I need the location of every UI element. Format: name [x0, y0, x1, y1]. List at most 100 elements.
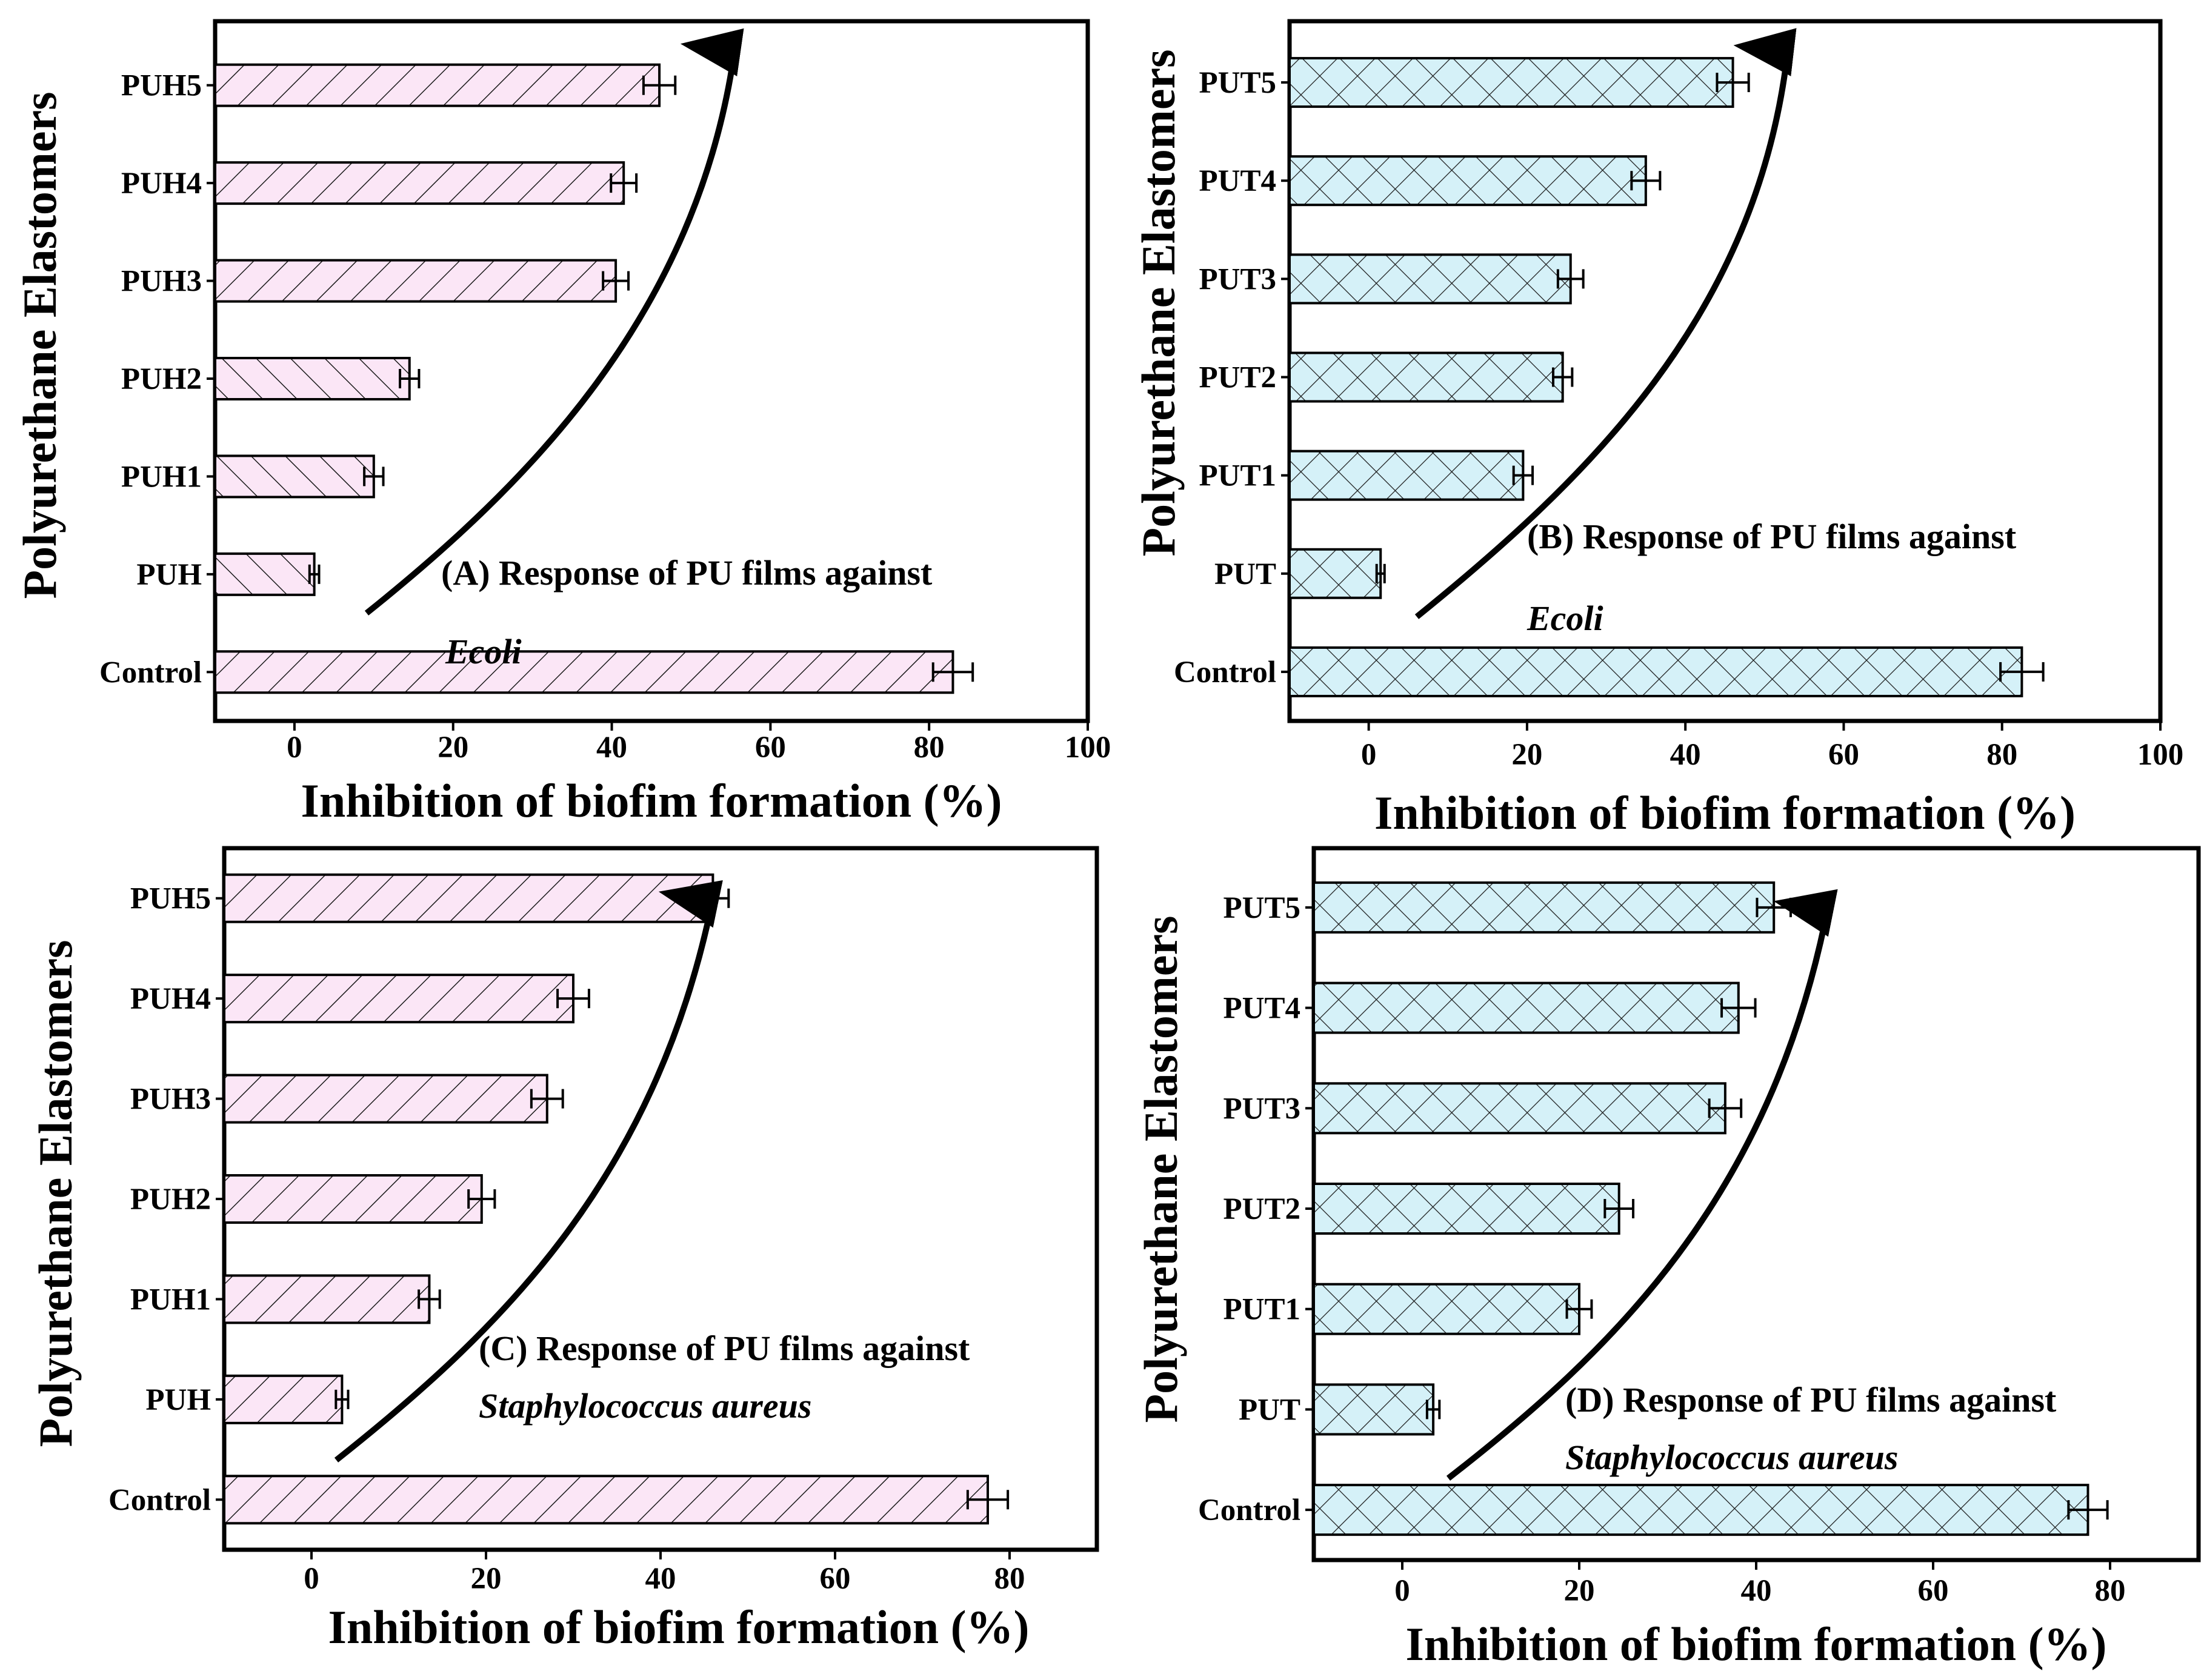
- bar-d-put2: [1313, 1183, 1620, 1235]
- x-tick-label-c-4: 80: [994, 1562, 1025, 1596]
- category-label-d-5: PUT4: [1224, 992, 1301, 1026]
- x-tick-label-d-0: 0: [1394, 1574, 1410, 1608]
- bar-d-control: [1313, 1484, 2089, 1536]
- x-axis-title-a: Inhibition of biofim formation (%): [301, 774, 1002, 827]
- x-tick-label-d-2: 40: [1741, 1574, 1772, 1608]
- chart-panel-a: Control PUH PUH1 PUH2 PUH3 PUH4 PUH5 0 20 40 60 80 1…: [13, 19, 1111, 827]
- bar-d-put1: [1313, 1283, 1580, 1335]
- x-tick-label-c-2: 40: [645, 1562, 676, 1596]
- category-label-b-1: PUT: [1214, 557, 1276, 591]
- category-label-b-6: PUT5: [1199, 66, 1277, 100]
- category-label-b-3: PUT2: [1199, 361, 1277, 395]
- trend-arrow-d: [1446, 889, 1838, 1481]
- category-label-d-3: PUT2: [1224, 1192, 1301, 1226]
- y-axis-title-d: Polyurethane Elastomers: [1134, 916, 1187, 1423]
- annotation-organism-c: Staphylococcus aureus: [479, 1386, 811, 1426]
- category-label-c-1: PUH: [145, 1383, 211, 1417]
- bar-b-put5: [1288, 57, 1734, 108]
- bar-b-put2: [1288, 351, 1564, 403]
- x-tick-label-b-2: 40: [1670, 738, 1701, 772]
- bar-c-puh5: [223, 873, 714, 923]
- bar-b-put3: [1288, 253, 1572, 305]
- category-label-a-4: PUH3: [121, 265, 202, 299]
- x-tick-label-b-4: 80: [1986, 738, 2017, 772]
- bar-a-puh5: [214, 63, 661, 107]
- x-axis-title-b: Inhibition of biofim formation (%): [1374, 786, 2076, 839]
- bar-b-control: [1288, 646, 2023, 697]
- annotation-organism-b: Ecoli: [1526, 599, 1603, 638]
- bar-d-put3: [1313, 1082, 1726, 1135]
- x-tick-label-b-0: 0: [1361, 738, 1377, 772]
- annotation-d: (D) Response of PU films against: [1565, 1380, 2057, 1419]
- category-label-c-5: PUH4: [130, 982, 211, 1016]
- annotation-c: (C) Response of PU films against: [479, 1329, 970, 1368]
- category-label-a-6: PUH5: [121, 69, 202, 103]
- bar-d-put4: [1313, 981, 1740, 1034]
- bar-b-put4: [1288, 155, 1647, 207]
- category-label-a-0: Control: [99, 656, 202, 689]
- bar-c-control: [223, 1475, 989, 1525]
- bar-c-puh2: [223, 1174, 483, 1224]
- bar-c-puh: [223, 1374, 344, 1424]
- category-label-a-1: PUH: [136, 558, 202, 592]
- category-label-d-0: Control: [1198, 1493, 1300, 1527]
- x-tick-label-d-3: 60: [1918, 1574, 1949, 1608]
- y-axis-title-b: Polyurethane Elastomers: [1132, 50, 1185, 557]
- category-label-d-4: PUT3: [1224, 1092, 1301, 1126]
- category-label-a-2: PUH1: [121, 460, 202, 494]
- category-label-c-0: Control: [108, 1483, 211, 1517]
- category-label-b-4: PUT3: [1199, 262, 1277, 296]
- x-tick-label-a-2: 40: [596, 731, 627, 765]
- chart-panel-d: Control PUT PUT1 PUT2 PUT3 PUT4 PUT5 0 20 40 60 80 I…: [1134, 846, 2201, 1670]
- x-tick-label-d-4: 80: [2095, 1574, 2126, 1608]
- chart-panel-c: Control PUH PUH1 PUH2 PUH3 PUH4 PUH5 0 20 40 60 80 I…: [29, 846, 1099, 1653]
- category-label-c-3: PUH2: [130, 1183, 211, 1217]
- x-tick-label-b-3: 60: [1828, 738, 1859, 772]
- x-tick-label-a-3: 60: [755, 731, 786, 765]
- trend-arrow-a: [364, 28, 744, 616]
- x-tick-label-b-1: 20: [1511, 738, 1542, 772]
- bar-a-puh4: [214, 161, 625, 205]
- x-tick-label-c-1: 20: [471, 1562, 502, 1596]
- category-label-b-5: PUT4: [1199, 164, 1277, 198]
- y-axis-title-a: Polyurethane Elastomers: [13, 92, 66, 599]
- x-tick-label-c-0: 0: [304, 1562, 319, 1596]
- bar-d-put: [1313, 1383, 1435, 1436]
- category-label-c-6: PUH5: [130, 882, 211, 916]
- annotation-b: (B) Response of PU films against: [1527, 517, 2017, 556]
- bar-a-puh1: [214, 454, 375, 499]
- x-tick-label-a-0: 0: [287, 731, 302, 765]
- category-label-c-4: PUH3: [130, 1083, 211, 1117]
- bar-c-puh3: [223, 1074, 548, 1124]
- x-axis-title-c: Inhibition of biofim formation (%): [328, 1601, 1029, 1653]
- x-tick-label-d-1: 20: [1564, 1574, 1595, 1608]
- bar-d-put5: [1313, 881, 1776, 934]
- annotation-organism-a: Ecoli: [445, 632, 522, 671]
- x-axis-title-d: Inhibition of biofim formation (%): [1405, 1618, 2106, 1670]
- annotation-organism-d: Staphylococcus aureus: [1565, 1438, 1898, 1477]
- category-label-d-6: PUT5: [1224, 891, 1301, 925]
- annotation-a: (A) Response of PU films against: [441, 553, 933, 593]
- trend-arrow-c: [334, 880, 723, 1463]
- bar-a-puh3: [214, 259, 618, 303]
- bar-a-puh2: [214, 357, 411, 400]
- bar-c-puh4: [223, 974, 574, 1024]
- trend-arrow-b: [1414, 28, 1797, 619]
- x-tick-label-b-5: 100: [2137, 738, 2184, 772]
- x-tick-label-c-3: 60: [820, 1562, 851, 1596]
- x-tick-label-a-4: 80: [914, 731, 945, 765]
- bar-b-put: [1288, 548, 1382, 599]
- category-label-a-3: PUH2: [121, 362, 202, 396]
- bar-b-put1: [1288, 450, 1525, 501]
- y-axis-title-c: Polyurethane Elastomers: [29, 940, 82, 1447]
- chart-panel-b: Control PUT PUT1 PUT2 PUT3 PUT4 PUT5 0 20 40 60 80 1…: [1132, 19, 2184, 839]
- category-label-d-1: PUT: [1239, 1393, 1300, 1427]
- category-label-a-5: PUH4: [121, 167, 202, 201]
- category-label-c-2: PUH1: [130, 1283, 211, 1316]
- bar-a-puh: [214, 552, 316, 596]
- category-label-b-2: PUT1: [1199, 459, 1277, 493]
- category-label-b-0: Control: [1174, 656, 1276, 689]
- bar-c-puh1: [223, 1274, 431, 1324]
- category-label-d-2: PUT1: [1224, 1293, 1301, 1327]
